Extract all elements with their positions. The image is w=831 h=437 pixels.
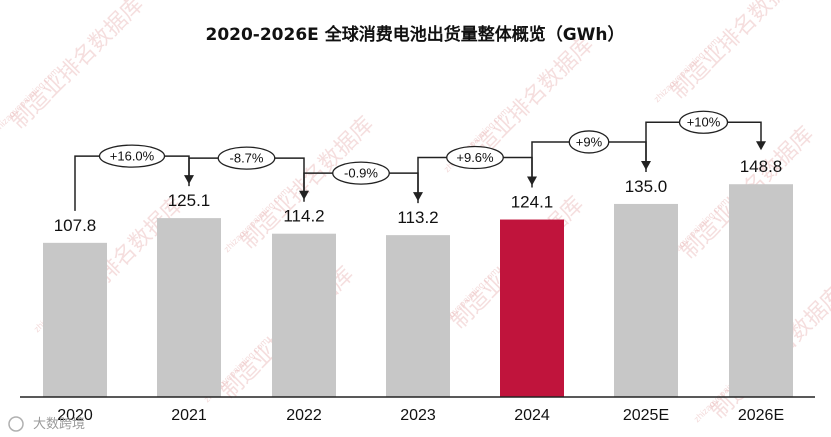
category-label: 2021 — [171, 407, 207, 424]
change-badge — [217, 146, 276, 170]
bars: 107.8 125.1 114.2 113.2 124.1 135.0 148.8 — [43, 157, 793, 397]
watermark-text: 制造业排名数据库 — [7, 0, 149, 134]
bar-value-label: 113.2 — [397, 208, 438, 227]
bar — [386, 235, 450, 397]
category-label: 2024 — [514, 407, 550, 424]
chart-title: 2020-2026E 全球消费电池出货量整体概览（GWh） — [205, 24, 624, 45]
bar-value-label: 148.8 — [740, 157, 783, 176]
change-badge — [678, 110, 729, 134]
change-badge — [568, 130, 610, 154]
bar-value-label: 124.1 — [511, 193, 554, 212]
bar — [500, 219, 564, 397]
change-arrows: +16.0% -8.7% -0.9% +9.6% +9% +10% — [74, 110, 766, 211]
change-label: +10% — [687, 115, 721, 130]
category-label: 2020 — [57, 407, 93, 424]
change-badge — [446, 145, 504, 170]
change-badge — [332, 161, 390, 185]
category-labels: 2020 2021 2022 2023 2024 2025E 2026E — [57, 407, 784, 424]
change-badge — [98, 144, 166, 168]
change-label: -0.9% — [344, 166, 378, 181]
arrow-down-icon — [756, 141, 766, 151]
bar — [614, 203, 678, 397]
bar-value-label: 135.0 — [625, 177, 668, 196]
change-label: +16.0% — [110, 149, 155, 164]
category-label: 2023 — [400, 407, 436, 424]
bar — [157, 218, 221, 397]
change-label: +9% — [576, 134, 603, 149]
change-label: +9.6% — [456, 150, 494, 165]
bar-value-label: 125.1 — [168, 191, 211, 210]
bar-value-label: 107.8 — [54, 216, 97, 235]
category-label: 2026E — [738, 407, 784, 424]
change-label: -8.7% — [230, 151, 264, 166]
category-label: 2022 — [286, 407, 322, 424]
category-label: 2025E — [623, 407, 669, 424]
source-watermark-text: 大数跨境 — [33, 417, 85, 432]
bar — [43, 242, 107, 397]
source-logo-icon — [8, 416, 24, 432]
bar — [729, 184, 793, 397]
watermark-text: 制造业排名数据库 — [667, 0, 809, 104]
bar-value-label: 114.2 — [283, 207, 324, 226]
bar — [272, 233, 336, 397]
